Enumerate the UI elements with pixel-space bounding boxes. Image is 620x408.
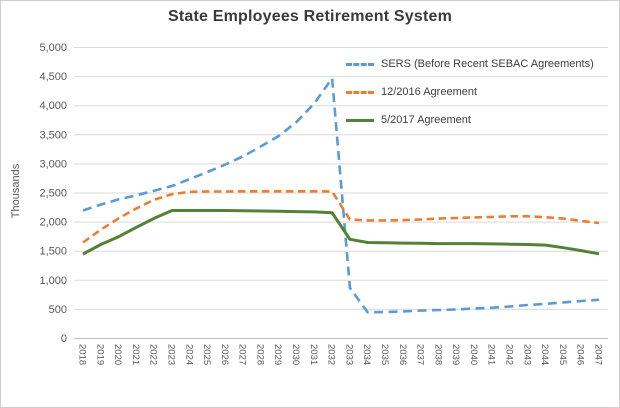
y-tick-label: 500 xyxy=(49,304,67,316)
x-tick-label: 2030 xyxy=(290,344,301,365)
x-tick-label: 2021 xyxy=(130,344,141,365)
legend-item-12-2016-agreement: 12/2016 Agreement xyxy=(346,78,594,106)
x-tick-label: 2036 xyxy=(397,344,408,365)
y-tick-label: 3,500 xyxy=(39,129,67,141)
x-tick-label: 2018 xyxy=(77,344,88,365)
y-tick-label: 3,000 xyxy=(39,158,67,170)
y-tick-label: 4,000 xyxy=(39,100,67,112)
x-tick-label: 2045 xyxy=(557,344,568,365)
x-tick-label: 2028 xyxy=(254,344,265,365)
x-tick-label: 2026 xyxy=(219,344,230,365)
series-line-0 xyxy=(82,77,600,314)
x-tick-label: 2025 xyxy=(201,344,212,365)
y-tick-label: 1,500 xyxy=(39,246,67,258)
legend-line-sample-dashed-orange xyxy=(346,90,374,94)
legend-label: 12/2016 Agreement xyxy=(381,86,478,98)
series-line-2 xyxy=(82,209,600,256)
x-tick-label: 2040 xyxy=(468,344,479,365)
legend-line-sample-solid-green xyxy=(346,118,374,122)
x-tick-label: 2041 xyxy=(486,344,497,365)
x-tick-label: 2043 xyxy=(521,344,532,365)
x-tick-label: 2044 xyxy=(539,344,550,365)
y-tick-label: 2,500 xyxy=(39,188,67,200)
x-tick-label: 2024 xyxy=(183,344,194,365)
x-tick-label: 2042 xyxy=(504,344,515,365)
x-tick-label: 2034 xyxy=(361,344,372,365)
x-tick-label: 2046 xyxy=(575,344,586,365)
x-tick-label: 2032 xyxy=(326,344,337,365)
x-tick-label: 2033 xyxy=(343,344,354,365)
x-tick-label: 2039 xyxy=(450,344,461,365)
legend-label: 5/2017 Agreement xyxy=(381,114,471,126)
y-tick-label: 0 xyxy=(61,333,67,345)
legend-label: SERS (Before Recent SEBAC Agreements) xyxy=(381,58,594,70)
series-line-1 xyxy=(82,190,600,244)
x-tick-label: 2037 xyxy=(415,344,426,365)
x-tick-label: 2027 xyxy=(237,344,248,365)
x-tick-label: 2022 xyxy=(148,344,159,365)
y-tick-label: 1,000 xyxy=(39,275,67,287)
y-tick-label: 2,000 xyxy=(39,217,67,229)
x-tick-label: 2047 xyxy=(593,344,604,365)
legend-line-sample-dashed-blue xyxy=(346,62,374,66)
x-tick-label: 2029 xyxy=(272,344,283,365)
y-tick-label: 5,000 xyxy=(39,42,67,54)
chart-title: State Employees Retirement System xyxy=(167,8,453,25)
x-tick-label: 2019 xyxy=(94,344,105,365)
legend: SERS (Before Recent SEBAC Agreements) 12… xyxy=(346,50,594,134)
x-tick-label: 2031 xyxy=(308,344,319,365)
x-tick-label: 2023 xyxy=(166,344,177,365)
x-tick-label: 2035 xyxy=(379,344,390,365)
legend-item-5-2017-agreement: 5/2017 Agreement xyxy=(346,106,594,134)
y-tick-label: 4,500 xyxy=(39,71,67,83)
x-tick-label: 2020 xyxy=(112,344,123,365)
x-tick-label: 2038 xyxy=(432,344,443,365)
legend-item-sers-before: SERS (Before Recent SEBAC Agreements) xyxy=(346,50,594,78)
